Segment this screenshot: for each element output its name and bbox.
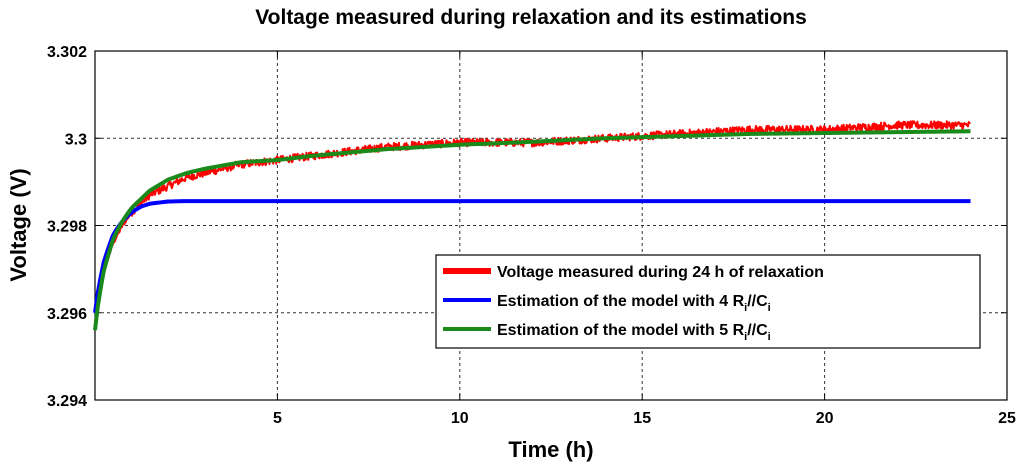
y-tick-label: 3.298	[47, 219, 87, 236]
x-tick-label: 15	[633, 410, 651, 427]
legend-label-model-5-sub-c: i	[768, 331, 771, 343]
y-tick-label: 3.3	[65, 131, 87, 148]
x-tick-label: 5	[273, 410, 282, 427]
x-tick-label: 10	[451, 410, 469, 427]
legend: Voltage measured during 24 h of relaxati…	[435, 254, 981, 349]
legend-label-model-4-sub-c: i	[768, 302, 771, 314]
axis-ticks: 5 10 15 20 25 3.294 3.296 3.298 3.3 3.302	[47, 44, 1016, 427]
series-model-4-line	[93, 199, 971, 314]
legend-label-model-5-mid: //C	[747, 322, 768, 339]
series-model-5-line	[93, 129, 971, 331]
chart-title: Voltage measured during relaxation and i…	[255, 6, 807, 29]
legend-label-model-4: Estimation of the model with 4 Ri//Ci	[497, 293, 771, 314]
x-tick-label: 25	[998, 410, 1016, 427]
x-tick-label: 20	[816, 410, 834, 427]
y-tick-label: 3.294	[47, 393, 87, 410]
legend-label-measured: Voltage measured during 24 h of relaxati…	[497, 264, 824, 281]
legend-label-model-4-main: Estimation of the model with 4 R	[497, 293, 745, 310]
y-tick-label: 3.302	[47, 44, 87, 61]
series-group	[93, 120, 971, 331]
y-axis-label: Voltage (V)	[6, 168, 31, 281]
legend-box	[435, 254, 981, 349]
legend-label-model-5: Estimation of the model with 5 Ri//Ci	[497, 322, 771, 343]
legend-label-model-4-sub-r: i	[744, 302, 747, 314]
legend-label-model-5-sub-r: i	[744, 331, 747, 343]
y-tick-label: 3.296	[47, 306, 87, 323]
legend-label-model-5-main: Estimation of the model with 5 R	[497, 322, 745, 339]
x-axis-label: Time (h)	[508, 437, 593, 462]
legend-label-model-4-mid: //C	[747, 293, 768, 310]
